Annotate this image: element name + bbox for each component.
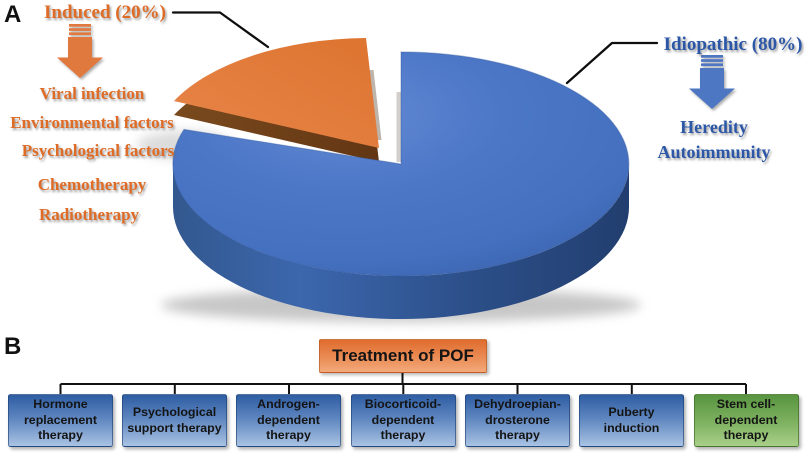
pie-slice-idiopathic [172, 51, 630, 277]
treatment-box-hormone-replacement: Hormone replacement therapy [8, 394, 113, 447]
induced-cause-viral-infection: Viral infection [39, 84, 145, 103]
idiopathic-slice-label: Idiopathic (80%) [663, 34, 803, 55]
induced-cause-radiotherapy: Radiotherapy [38, 205, 140, 224]
induced-slice-label: Induced (20%) [44, 2, 166, 23]
treatment-box-androgen-dependent: Androgen- dependent therapy [236, 394, 341, 447]
treatment-box-psychological-support: Psychological support therapy [122, 394, 227, 447]
pie-slice-idiopathic-cutface [396, 92, 401, 162]
treatment-tree-lines [59, 371, 747, 394]
induced-cause-environmental-factors: Environmental factors [10, 113, 174, 132]
panel-b-label: B [4, 333, 22, 360]
induced-down-arrow-icon [57, 24, 103, 78]
treatment-box-biocorticoid-dependent: Biocorticoid- dependent therapy [350, 394, 456, 447]
treatment-box-stem-cell-dependent: Stem cell- dependent therapy [693, 394, 799, 447]
induced-cause-psychological-factors: Psychological factors [21, 141, 175, 160]
pie-slice-induced-cutface [369, 70, 382, 140]
induced-callout-line [171, 11, 270, 49]
induced-cause-chemotherapy: Chemotherapy [37, 175, 147, 194]
treatment-box-dehydroepiandrosterone: Dehydroepian- drosterone therapy [465, 394, 570, 447]
idiopathic-cause-heredity: Heredity [680, 117, 748, 137]
idiopathic-down-arrow-icon [689, 55, 735, 109]
panel-a-label: A [4, 1, 22, 28]
pie-slice-idiopathic-side [173, 164, 629, 319]
treatment-of-pof-title-box: Treatment of POF [319, 339, 487, 373]
idiopathic-cause-autoimmunity: Autoimmunity [657, 142, 771, 162]
treatment-box-puberty-induction: Puberty induction [579, 394, 684, 447]
idiopathic-callout-line [565, 41, 659, 85]
pie-slice-induced [174, 38, 379, 148]
